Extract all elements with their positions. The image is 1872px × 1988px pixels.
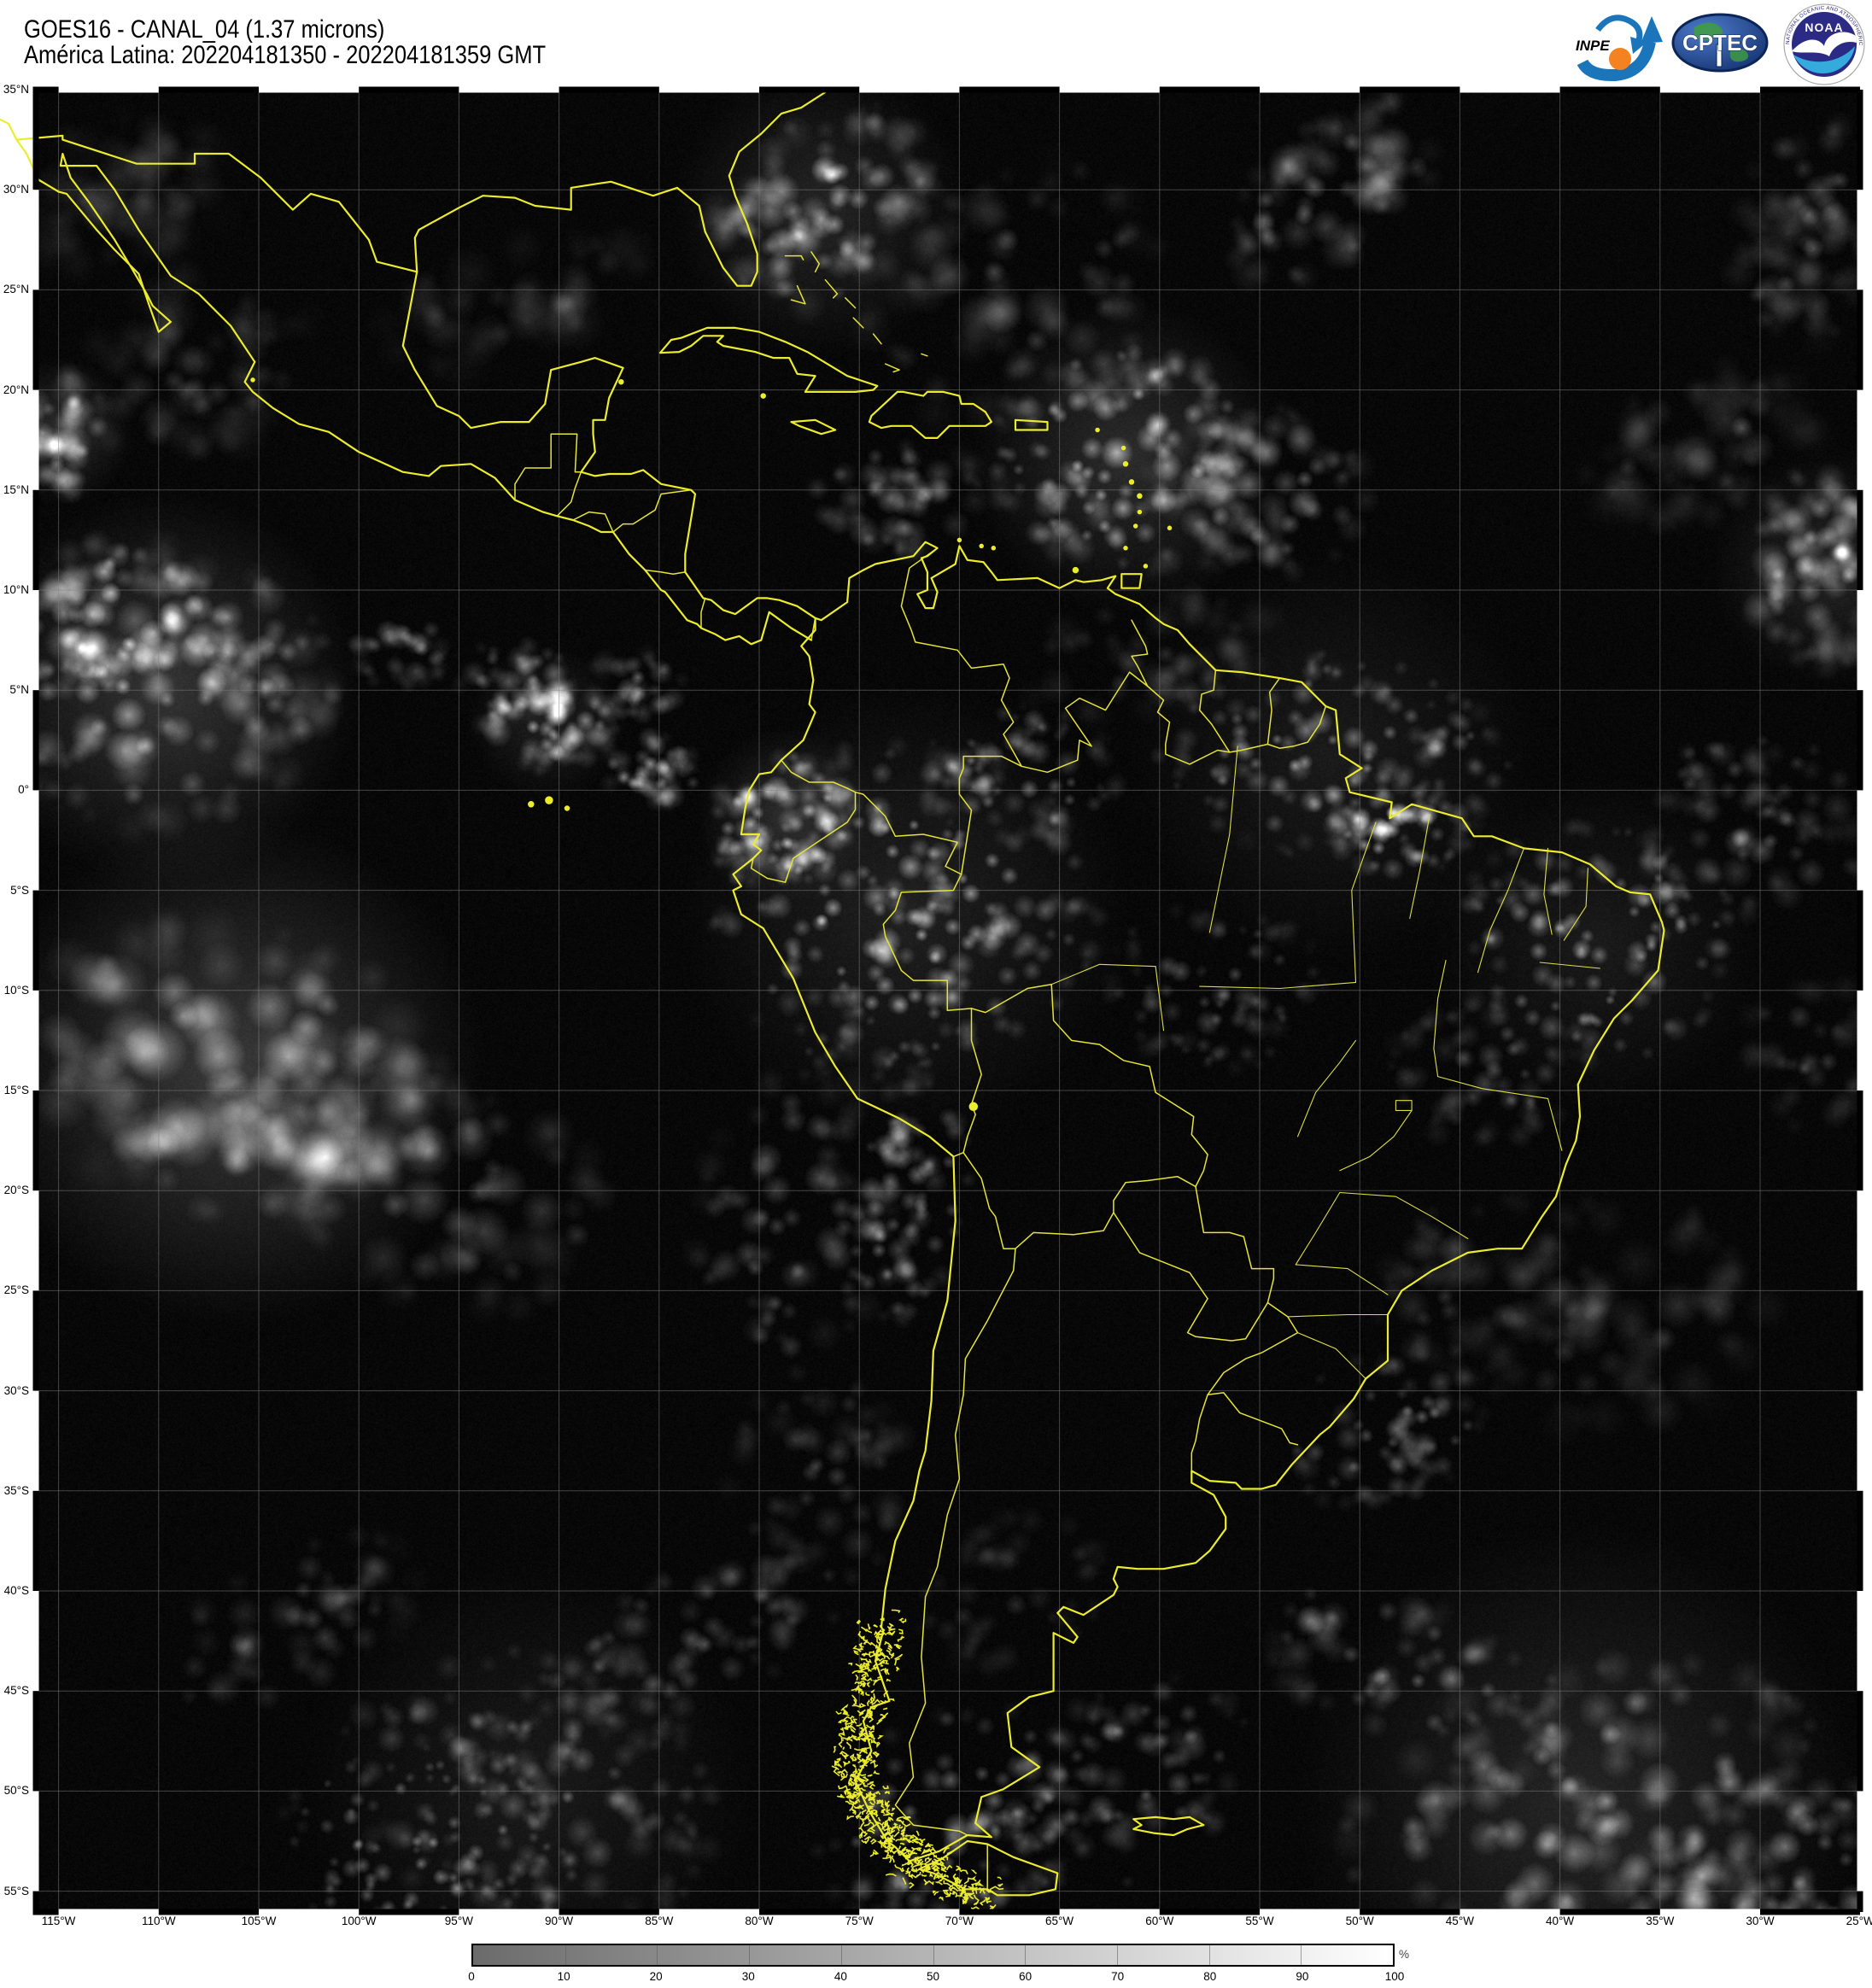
inpe-orange-dot-icon xyxy=(1609,48,1631,70)
colorbar-tick-label: 90 xyxy=(1277,1970,1328,1983)
lat-tick-label: 15°N xyxy=(0,483,29,497)
lat-tick-label: 50°S xyxy=(0,1784,29,1798)
colorbar-decade-tick xyxy=(1025,1945,1026,1965)
colorbar-unit-label: % xyxy=(1399,1948,1409,1961)
colorbar-tick-label: 100 xyxy=(1369,1970,1420,1983)
product-title: GOES16 - CANAL_04 (1.37 microns) xyxy=(24,15,384,44)
lat-tick-label: 55°S xyxy=(0,1885,29,1898)
colorbar-tick-label: 80 xyxy=(1185,1970,1236,1983)
lon-tick-label: 85°W xyxy=(621,1915,698,1928)
colorbar-decade-tick xyxy=(565,1945,566,1965)
lon-tick-label: 90°W xyxy=(521,1915,598,1928)
lat-tick-label: 15°S xyxy=(0,1084,29,1097)
lon-tick-label: 70°W xyxy=(921,1915,997,1928)
cptec-logo: CPTEC xyxy=(1670,10,1770,75)
colorbar-tick-label: 20 xyxy=(630,1970,682,1983)
colorbar-decade-tick xyxy=(933,1945,934,1965)
lat-tick-label: 40°S xyxy=(0,1584,29,1598)
inpe-arrowhead-icon xyxy=(1641,16,1663,44)
lat-tick-label: 25°N xyxy=(0,283,29,296)
lat-tick-label: 10°S xyxy=(0,984,29,997)
product-subtitle: América Latina: 202204181350 - 202204181… xyxy=(24,41,546,70)
colorbar-decade-tick xyxy=(841,1945,842,1965)
goes16-satellite-product: { "header": { "title_line1": "GOES16 - C… xyxy=(0,0,1872,1988)
lat-tick-label: 5°S xyxy=(0,884,29,898)
lon-tick-label: 95°W xyxy=(420,1915,497,1928)
colorbar-tick-label: 60 xyxy=(1000,1970,1051,1983)
satellite-map xyxy=(36,90,1860,1912)
lat-tick-label: 5°N xyxy=(0,683,29,697)
lat-tick-label: 30°S xyxy=(0,1384,29,1398)
lat-tick-label: 35°S xyxy=(0,1484,29,1498)
coastlines-layer xyxy=(0,90,1664,1895)
colorbar-tick-label: 50 xyxy=(908,1970,959,1983)
lat-tick-label: 0° xyxy=(0,783,29,797)
lon-tick-label: 110°W xyxy=(120,1915,197,1928)
grid-lines xyxy=(36,90,1860,1912)
lon-tick-label: 115°W xyxy=(20,1915,97,1928)
lon-tick-label: 45°W xyxy=(1421,1915,1498,1928)
colorbar-decade-tick xyxy=(657,1945,658,1965)
colorbar-tick-label: 30 xyxy=(722,1970,774,1983)
lon-tick-label: 35°W xyxy=(1622,1915,1699,1928)
lon-tick-label: 25°W xyxy=(1822,1915,1872,1928)
lat-tick-label: 35°N xyxy=(0,83,29,96)
lon-tick-label: 65°W xyxy=(1021,1915,1098,1928)
lat-tick-label: 45°S xyxy=(0,1684,29,1698)
noaa-wordmark: NOAA xyxy=(1805,20,1843,34)
colorbar-tick-label: 0 xyxy=(446,1970,497,1983)
lat-tick-label: 10°N xyxy=(0,583,29,597)
inpe-wordmark: INPE xyxy=(1576,38,1610,54)
lon-tick-label: 75°W xyxy=(821,1915,898,1928)
colorbar-tick-label: 40 xyxy=(815,1970,866,1983)
lon-tick-label: 105°W xyxy=(220,1915,297,1928)
lon-tick-label: 80°W xyxy=(721,1915,798,1928)
lon-tick-label: 40°W xyxy=(1522,1915,1599,1928)
cptec-wordmark: CPTEC xyxy=(1682,30,1758,56)
colorbar-decade-tick xyxy=(1209,1945,1210,1965)
map-overlay xyxy=(36,90,1860,1912)
lon-tick-label: 100°W xyxy=(320,1915,397,1928)
lon-tick-label: 60°W xyxy=(1121,1915,1198,1928)
colorbar-tick-label: 70 xyxy=(1092,1970,1144,1983)
lat-tick-label: 20°S xyxy=(0,1184,29,1197)
colorbar-tick-label: 10 xyxy=(538,1970,589,1983)
lon-tick-label: 30°W xyxy=(1722,1915,1799,1928)
lon-tick-label: 55°W xyxy=(1221,1915,1298,1928)
fjords-detail xyxy=(832,1611,1003,1915)
inpe-logo: INPE xyxy=(1567,4,1682,83)
colorbar-decade-tick xyxy=(1301,1945,1302,1965)
lat-tick-label: 25°S xyxy=(0,1283,29,1297)
lon-tick-label: 50°W xyxy=(1321,1915,1398,1928)
lat-tick-label: 20°N xyxy=(0,383,29,397)
lat-tick-label: 30°N xyxy=(0,183,29,196)
colorbar-decade-tick xyxy=(749,1945,750,1965)
colorbar-gradient xyxy=(471,1944,1395,1967)
colorbar-decade-tick xyxy=(1117,1945,1118,1965)
noaa-logo: NATIONAL OCEANIC AND ATMOSPHERIC ADMINIS… xyxy=(1781,3,1867,85)
